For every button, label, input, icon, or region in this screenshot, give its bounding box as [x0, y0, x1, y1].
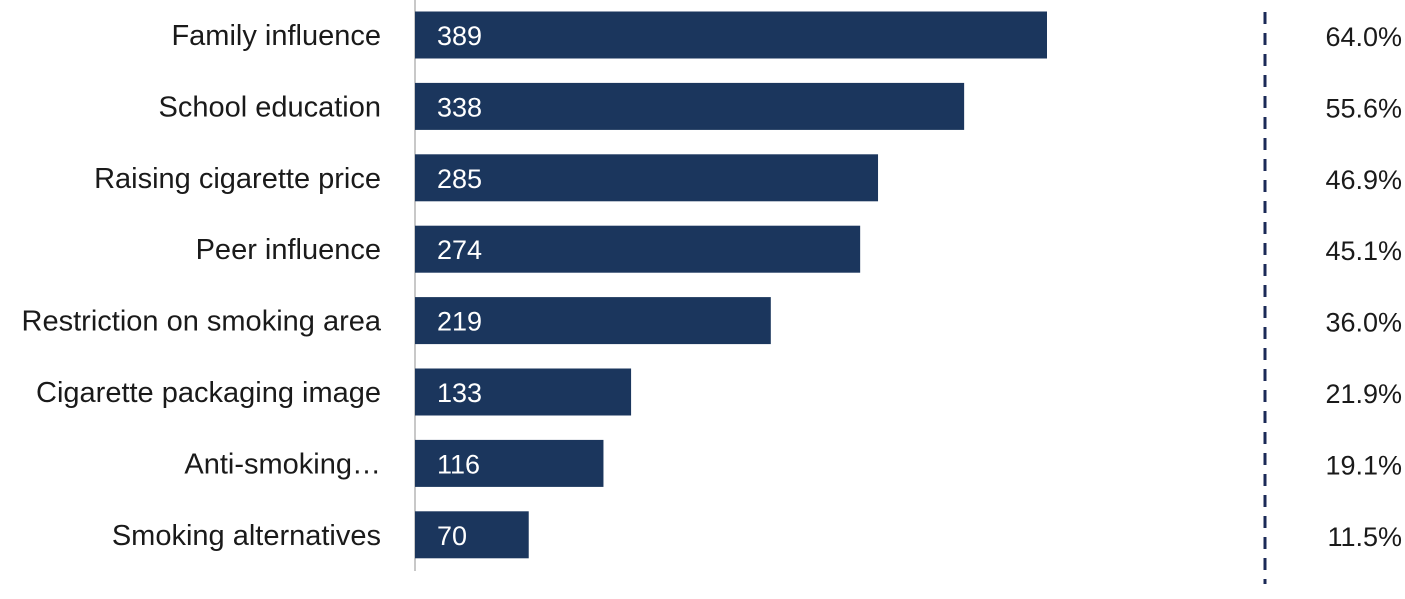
percentage-label: 46.9% [1325, 165, 1402, 195]
bar [415, 154, 879, 202]
bar [415, 439, 604, 487]
category-label: School education [159, 91, 382, 123]
bar [415, 297, 771, 345]
percentage-label: 45.1% [1325, 236, 1402, 266]
category-label: Peer influence [196, 234, 381, 266]
percentage-label: 19.1% [1325, 450, 1402, 480]
category-label: Anti-smoking… [184, 448, 381, 480]
category-label: Smoking alternatives [112, 520, 381, 552]
bar [415, 511, 529, 559]
bar-value-label: 116 [437, 449, 480, 479]
bar-value-label: 285 [437, 164, 482, 194]
bar-value-label: 219 [437, 307, 482, 337]
bars [415, 11, 1047, 559]
bar-value-label: 133 [437, 378, 482, 408]
bar [415, 82, 965, 130]
category-label: Cigarette packaging image [36, 377, 381, 409]
bar-value-label: 338 [437, 92, 482, 122]
bar-value-label: 389 [437, 21, 482, 51]
category-label: Raising cigarette price [94, 163, 381, 195]
percentage-label: 36.0% [1325, 308, 1402, 338]
bar-value-label: 70 [437, 521, 467, 551]
category-labels: Family influence School education Raising … [22, 20, 382, 552]
bar [415, 225, 861, 273]
percentage-labels: 64.0% 55.6% 46.9% 45.1% 36.0% 21.9% 19.1% 11.5% [1325, 22, 1402, 552]
category-label: Family influence [171, 20, 381, 52]
value-labels: 389 338 285 274 219 133 116 70 [437, 21, 482, 551]
bar [415, 368, 632, 416]
percentage-label: 11.5% [1327, 522, 1402, 552]
percentage-label: 55.6% [1325, 93, 1402, 123]
bar-value-label: 274 [437, 235, 482, 265]
category-label: Restriction on smoking area [22, 306, 382, 338]
bar [415, 11, 1047, 59]
percentage-label: 21.9% [1325, 379, 1402, 409]
percentage-label: 64.0% [1325, 22, 1402, 52]
